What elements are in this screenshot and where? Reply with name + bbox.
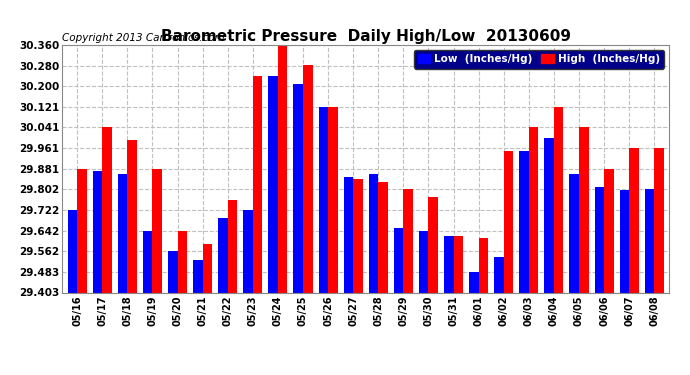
Bar bbox=[68, 210, 77, 292]
Bar bbox=[203, 244, 212, 292]
Bar bbox=[218, 218, 228, 292]
Bar bbox=[595, 187, 604, 292]
Bar bbox=[419, 231, 428, 292]
Bar bbox=[253, 76, 262, 292]
Bar bbox=[193, 260, 203, 292]
Bar bbox=[620, 190, 629, 292]
Bar bbox=[644, 189, 654, 292]
Bar bbox=[554, 107, 564, 292]
Bar bbox=[168, 251, 177, 292]
Bar bbox=[143, 231, 152, 292]
Bar bbox=[494, 256, 504, 292]
Bar bbox=[278, 45, 288, 292]
Bar bbox=[368, 174, 378, 292]
Bar bbox=[654, 148, 664, 292]
Bar bbox=[92, 171, 102, 292]
Bar bbox=[404, 189, 413, 292]
Bar bbox=[353, 179, 363, 292]
Bar bbox=[378, 182, 388, 292]
Bar bbox=[118, 174, 128, 292]
Bar bbox=[569, 174, 579, 292]
Bar bbox=[303, 65, 313, 292]
Bar bbox=[504, 151, 513, 292]
Bar bbox=[344, 177, 353, 292]
Bar bbox=[544, 138, 554, 292]
Legend: Low  (Inches/Hg), High  (Inches/Hg): Low (Inches/Hg), High (Inches/Hg) bbox=[413, 50, 664, 69]
Text: Copyright 2013 Cartronics.com: Copyright 2013 Cartronics.com bbox=[62, 33, 225, 42]
Bar bbox=[529, 128, 538, 292]
Bar bbox=[444, 236, 453, 292]
Bar bbox=[319, 107, 328, 292]
Bar bbox=[453, 236, 463, 292]
Bar bbox=[394, 228, 404, 292]
Bar bbox=[128, 140, 137, 292]
Bar bbox=[268, 76, 278, 292]
Bar bbox=[244, 210, 253, 292]
Bar bbox=[177, 231, 187, 292]
Bar bbox=[293, 84, 303, 292]
Title: Barometric Pressure  Daily High/Low  20130609: Barometric Pressure Daily High/Low 20130… bbox=[161, 29, 571, 44]
Bar bbox=[102, 128, 112, 292]
Bar bbox=[629, 148, 639, 292]
Bar bbox=[469, 272, 479, 292]
Bar bbox=[228, 200, 237, 292]
Bar bbox=[479, 238, 488, 292]
Bar bbox=[604, 169, 613, 292]
Bar bbox=[428, 197, 438, 292]
Bar bbox=[328, 107, 337, 292]
Bar bbox=[152, 169, 162, 292]
Bar bbox=[579, 128, 589, 292]
Bar bbox=[520, 151, 529, 292]
Bar bbox=[77, 169, 87, 292]
